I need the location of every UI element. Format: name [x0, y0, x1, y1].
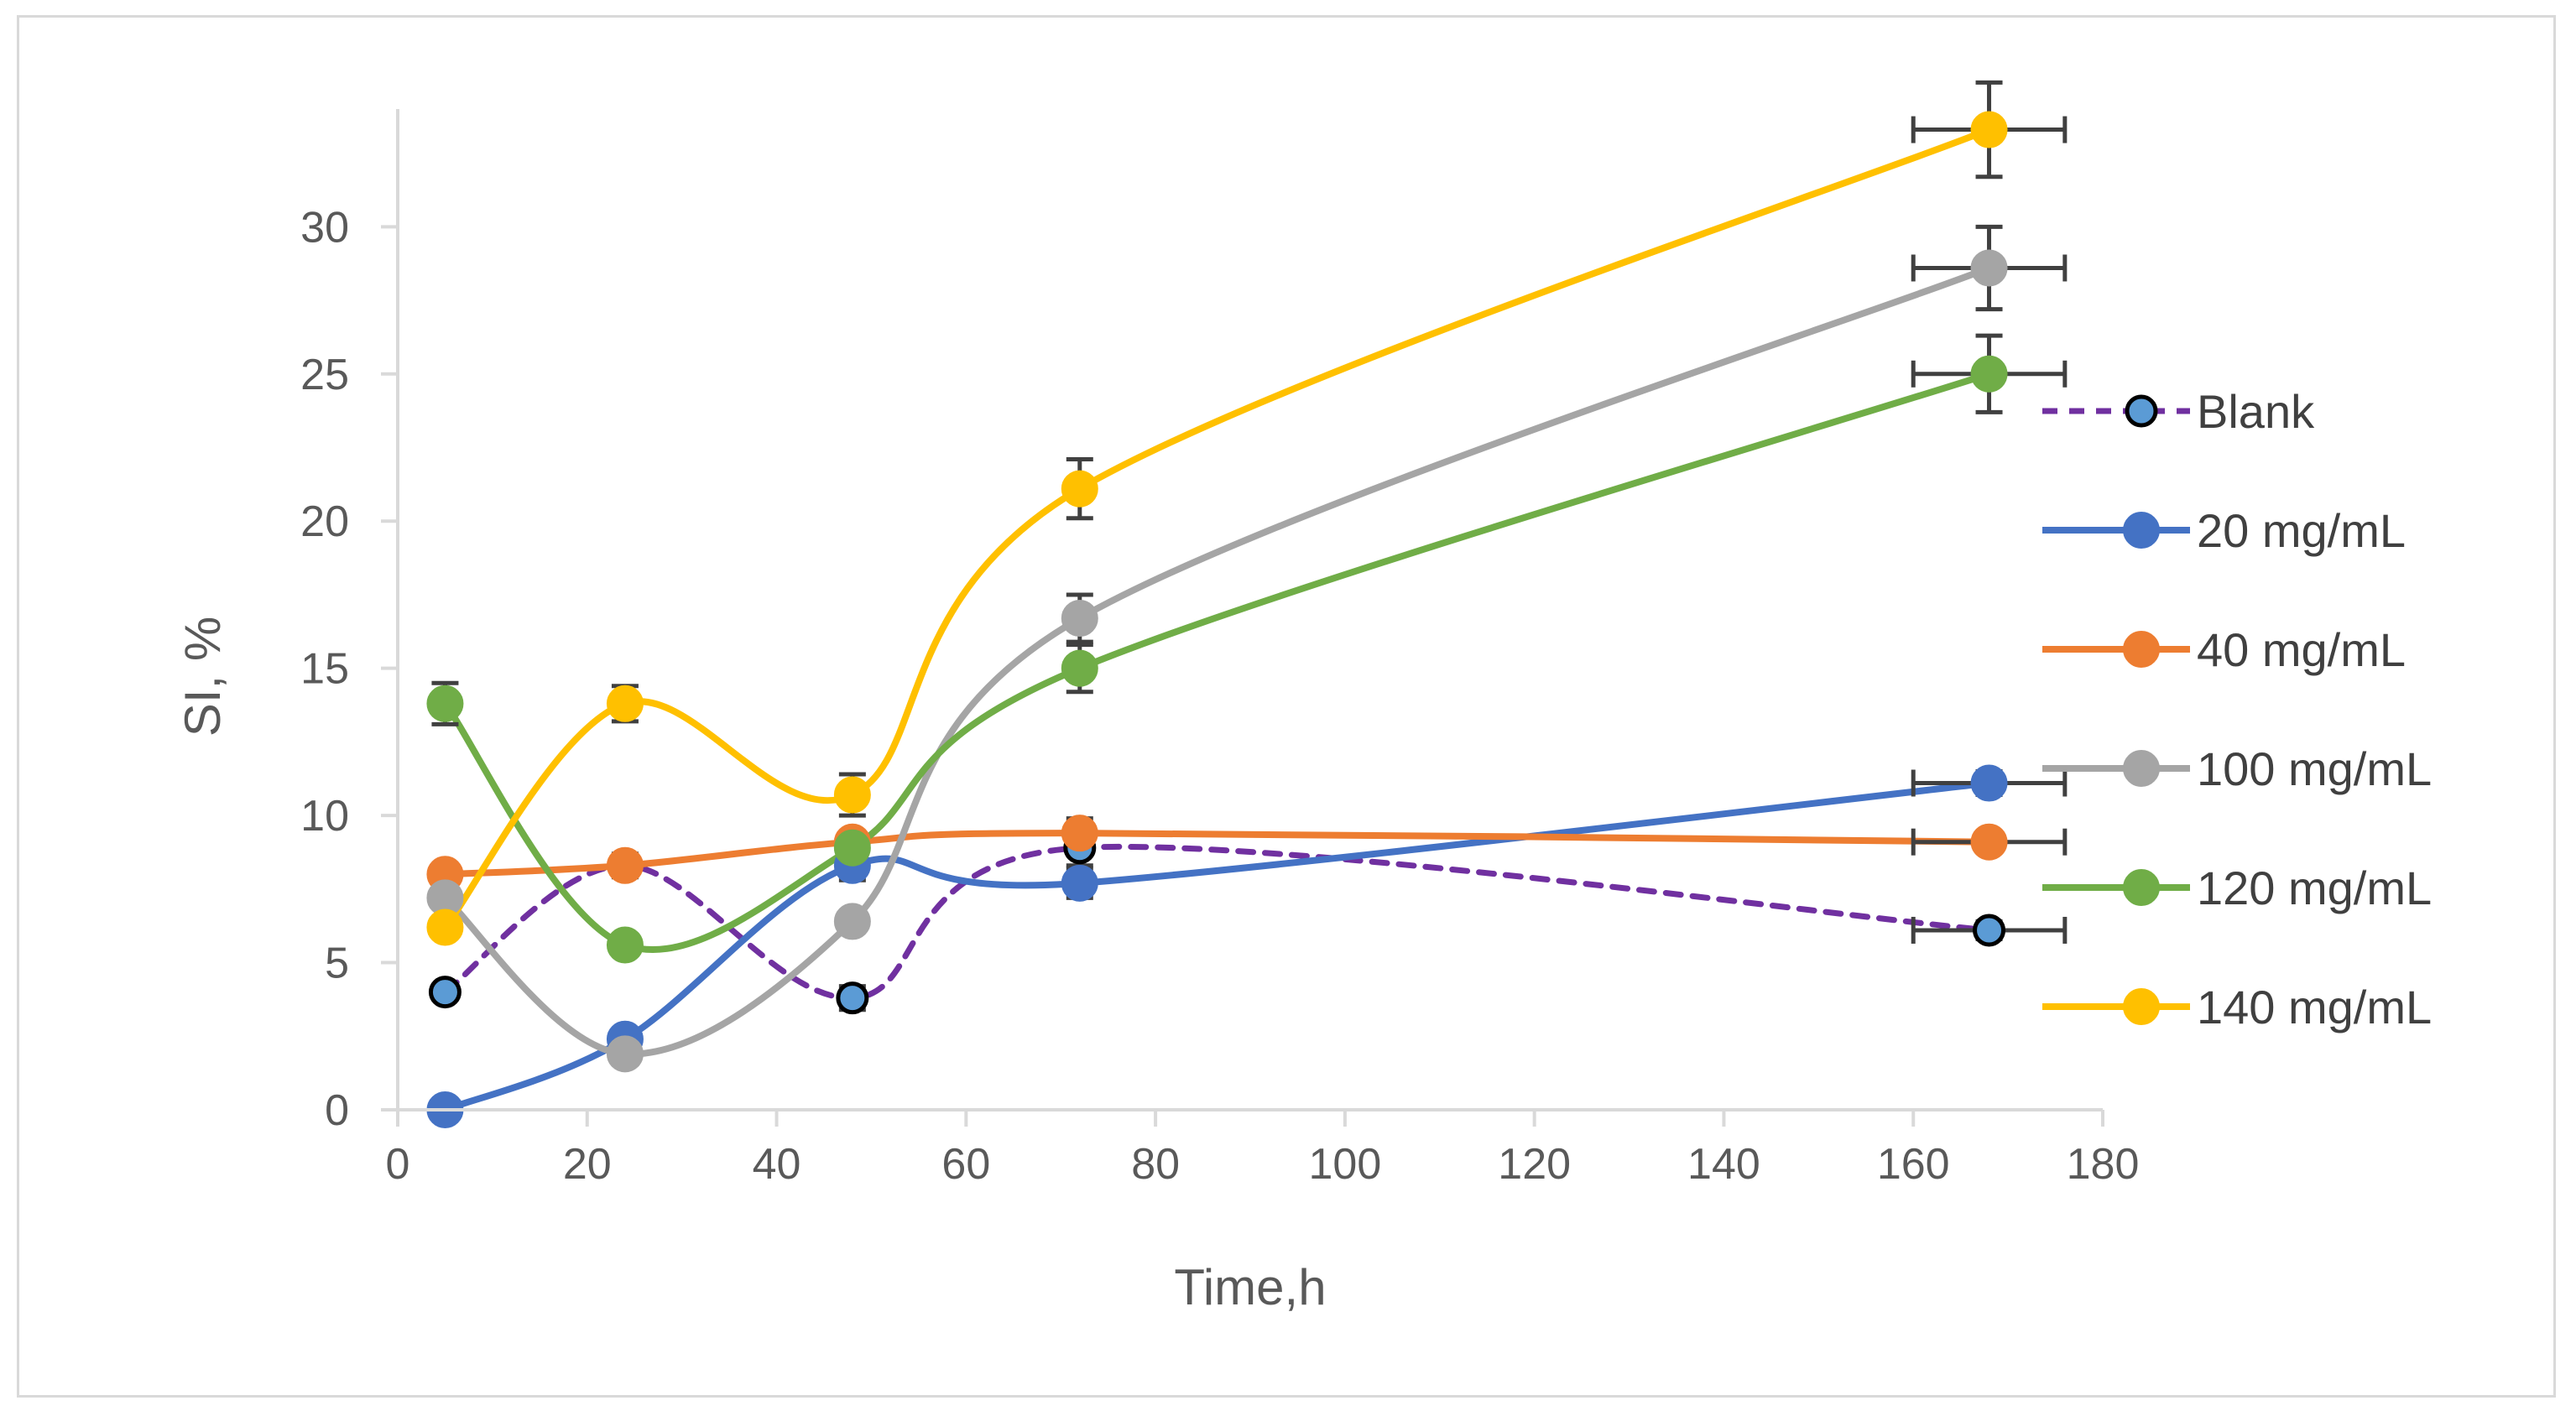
y-ticks: 0 5 10 15 20 25 30: [300, 203, 398, 1135]
legend-label: 120 mg/mL: [2197, 862, 2432, 914]
x-tick-label: 80: [1131, 1140, 1180, 1189]
legend-marker: [2125, 394, 2158, 428]
legend-item: 20 mg/mL: [2042, 504, 2406, 557]
x-tick-label: 100: [1309, 1140, 1382, 1189]
x-axis-title: Time,h: [1174, 1259, 1326, 1315]
data-point: [606, 1035, 644, 1073]
data-point: [1061, 470, 1098, 508]
x-tick-label: 40: [753, 1140, 801, 1189]
legend-label: 100 mg/mL: [2197, 742, 2432, 795]
data-point: [606, 926, 644, 964]
x-tick-label: 20: [563, 1140, 612, 1189]
data-point: [1970, 764, 2008, 802]
x-tick-label: 120: [1498, 1140, 1571, 1189]
y-tick-label: 25: [300, 351, 349, 399]
legend-item: 120 mg/mL: [2042, 862, 2432, 914]
y-axis-title: SI, %: [175, 617, 231, 737]
series-line-140-mg-ml: [441, 126, 1993, 931]
series-line-blank: [441, 843, 1993, 1002]
legend-marker: [2123, 631, 2160, 668]
data-point: [1061, 864, 1098, 902]
legend-marker: [2123, 988, 2160, 1025]
x-tick-label: 0: [386, 1140, 410, 1189]
data-point: [833, 903, 871, 940]
data-point: [1061, 815, 1098, 852]
y-tick-label: 5: [325, 940, 349, 988]
data-point: [1973, 914, 2006, 947]
data-point: [426, 685, 464, 722]
series-lines: [441, 126, 1993, 1113]
data-point: [606, 685, 644, 722]
data-point: [606, 846, 644, 884]
legend-item: Blank: [2042, 385, 2315, 438]
data-point: [833, 829, 871, 867]
x-ticks: 0 20 40 60 80 100 120 140 160 180: [386, 1110, 2140, 1189]
data-point: [836, 981, 869, 1015]
legend-marker: [2123, 512, 2160, 549]
data-point: [1970, 355, 2008, 393]
data-point: [1061, 600, 1098, 638]
axes: 0 20 40 60 80 100 120 140 160 180 0 5 10 15 20 25 30 Ti…: [175, 109, 2139, 1315]
legend-label: Blank: [2197, 385, 2315, 438]
legend-label: 140 mg/mL: [2197, 981, 2432, 1033]
legend-label: 20 mg/mL: [2197, 504, 2406, 557]
series-markers: [426, 111, 2008, 1128]
y-tick-label: 20: [300, 497, 349, 546]
legend: Blank 20 mg/mL 40 mg/mL 100 mg/mL 120 mg/mL 1…: [2042, 385, 2432, 1033]
y-tick-label: 0: [325, 1086, 349, 1135]
legend-label: 40 mg/mL: [2197, 623, 2406, 676]
data-point: [1061, 649, 1098, 687]
series-line-100-mg-ml: [441, 264, 1993, 1058]
legend-marker: [2123, 869, 2160, 906]
x-tick-label: 60: [941, 1140, 990, 1189]
y-tick-label: 30: [300, 203, 349, 252]
legend-item: 100 mg/mL: [2042, 742, 2432, 795]
data-point: [1970, 823, 2008, 861]
legend-item: 140 mg/mL: [2042, 981, 2432, 1033]
data-point: [833, 776, 871, 814]
x-tick-label: 180: [2067, 1140, 2140, 1189]
legend-item: 40 mg/mL: [2042, 623, 2406, 676]
y-tick-label: 15: [300, 645, 349, 694]
data-point: [426, 908, 464, 946]
x-tick-label: 160: [1877, 1140, 1950, 1189]
legend-marker: [2123, 750, 2160, 787]
x-tick-label: 140: [1687, 1140, 1760, 1189]
data-point: [428, 976, 461, 1009]
data-point: [1970, 111, 2008, 148]
y-tick-label: 10: [300, 792, 349, 841]
data-point: [1970, 249, 2008, 287]
series-line-120-mg-ml: [441, 370, 1993, 953]
